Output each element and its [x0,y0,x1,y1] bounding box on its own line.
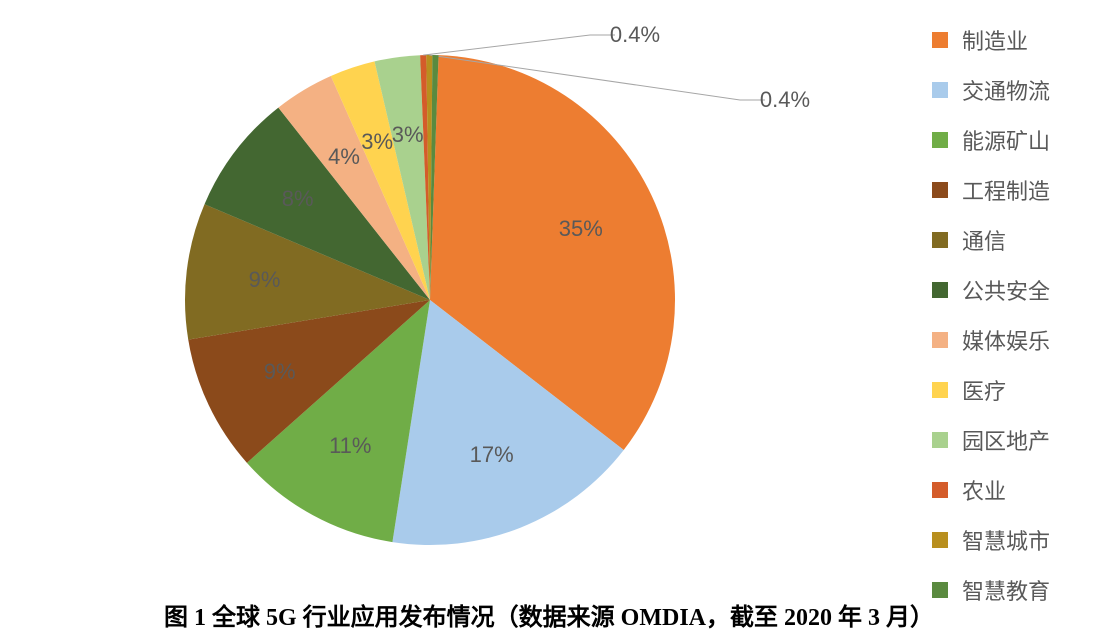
chart-legend: 制造业交通物流能源矿山工程制造通信公共安全媒体娱乐医疗园区地产农业智慧城市智慧教… [932,24,1050,624]
legend-item: 工程制造 [932,174,1050,206]
legend-swatch [932,32,948,48]
leader-line [423,35,615,55]
legend-item: 农业 [932,474,1050,506]
slice-percent-label: 4% [328,144,360,170]
legend-swatch [932,382,948,398]
slice-percent-label: 11% [329,433,371,459]
legend-item: 智慧城市 [932,524,1050,556]
slice-percent-label: 3% [361,129,393,155]
legend-label: 媒体娱乐 [962,324,1050,356]
legend-swatch [932,82,948,98]
slice-percent-label: 0.4% [610,22,660,48]
legend-label: 园区地产 [962,424,1050,456]
slice-percent-label: 35% [559,216,603,242]
legend-label: 农业 [962,474,1006,506]
legend-label: 制造业 [962,24,1028,56]
legend-swatch [932,532,948,548]
legend-label: 能源矿山 [962,124,1050,156]
slice-percent-label: 9% [249,267,281,293]
slice-percent-label: 8% [282,186,314,212]
legend-item: 能源矿山 [932,124,1050,156]
legend-item: 园区地产 [932,424,1050,456]
legend-item: 制造业 [932,24,1050,56]
legend-swatch [932,582,948,598]
slice-percent-label: 17% [470,442,514,468]
legend-item: 交通物流 [932,74,1050,106]
legend-item: 公共安全 [932,274,1050,306]
legend-label: 交通物流 [962,74,1050,106]
legend-item: 媒体娱乐 [932,324,1050,356]
legend-item: 通信 [932,224,1050,256]
legend-swatch [932,282,948,298]
legend-item: 医疗 [932,374,1050,406]
legend-label: 智慧城市 [962,524,1050,556]
legend-swatch [932,182,948,198]
slice-percent-label: 9% [264,359,296,385]
figure-caption: 图 1 全球 5G 行业应用发布情况（数据来源 OMDIA，截至 2020 年 … [0,597,1098,632]
legend-swatch [932,482,948,498]
legend-swatch [932,232,948,248]
slice-percent-label: 0.4% [760,87,810,113]
legend-label: 工程制造 [962,174,1050,206]
legend-label: 通信 [962,224,1006,256]
legend-label: 医疗 [962,374,1006,406]
legend-swatch [932,332,948,348]
legend-swatch [932,132,948,148]
slice-percent-label: 3% [392,122,424,148]
legend-label: 公共安全 [962,274,1050,306]
legend-swatch [932,432,948,448]
